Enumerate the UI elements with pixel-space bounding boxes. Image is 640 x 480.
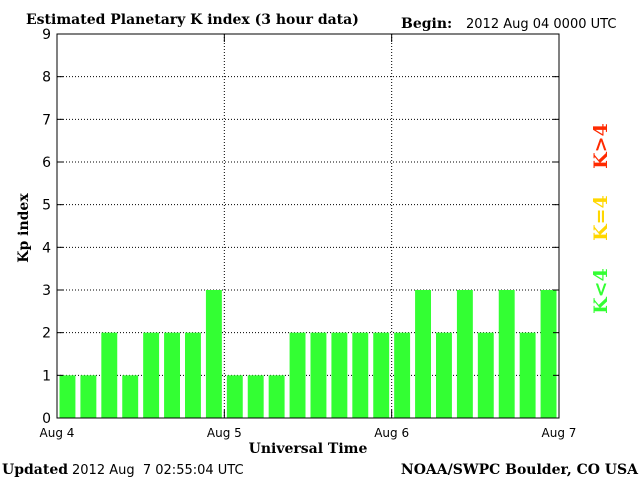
kp-bar [373,332,390,418]
x-axis-ticks: Aug 4 Aug 5 Aug 6 Aug 7 [40,34,577,440]
kp-bar [415,290,431,418]
kp-bar [289,332,306,418]
kp-bar [268,375,285,418]
y-tick-label: 7 [42,112,51,128]
kp-bar [310,332,327,418]
kp-bar [394,332,411,418]
plot-frame [56,33,560,419]
x-tick-label: Aug 7 [542,426,577,440]
y-tick-label: 6 [42,155,51,171]
kp-bar [205,290,222,418]
begin-value: 2012 Aug 04 0000 UTC [466,17,616,32]
y-tick-label: 9 [42,27,51,43]
chart-title: Estimated Planetary K index (3 hour data… [26,12,359,28]
kp-bar [80,375,97,418]
kp-bar [540,290,557,418]
kp-bar [226,375,243,418]
x-axis-label: Universal Time [249,441,368,457]
kp-bar [143,332,160,418]
kp-bar [247,375,264,418]
x-tick-label: Aug 5 [207,426,242,440]
y-tick-label: 2 [42,326,51,342]
begin-label: Begin: [401,16,452,32]
kp-bar [498,290,515,418]
kp-bar [164,332,180,418]
kp-bar [456,290,473,418]
chart-grid [57,34,559,418]
kp-bar [519,332,536,418]
y-tick-label: 1 [42,368,51,384]
updated-label: Updated [2,462,68,478]
x-tick-label: Aug 6 [374,426,409,440]
updated-value: 2012 Aug 7 02:55:04 UTC [72,463,244,478]
credit-text: NOAA/SWPC Boulder, CO USA [401,462,639,478]
y-axis-label: Kp index [16,193,32,263]
kp-bar [352,332,369,418]
legend-mid: K=4 [590,195,612,241]
kp-bar [477,332,494,418]
x-tick-label: Aug 4 [40,426,75,440]
y-tick-label: 5 [42,198,51,214]
kp-bar [59,375,76,418]
y-tick-label: 4 [42,240,51,256]
kp-bar [331,332,348,418]
kp-bar [122,375,139,418]
y-tick-label: 0 [42,411,51,427]
legend-low: K<4 [590,268,612,314]
bar-series [59,290,557,418]
kp-bar [185,332,201,418]
kp-bar [101,332,118,418]
y-tick-label: 8 [42,70,51,86]
y-axis-ticks: 0 1 2 3 4 5 6 7 8 9 [42,27,559,427]
kp-bar [436,332,452,418]
y-tick-label: 3 [42,283,51,299]
legend-high: K>4 [590,123,612,169]
